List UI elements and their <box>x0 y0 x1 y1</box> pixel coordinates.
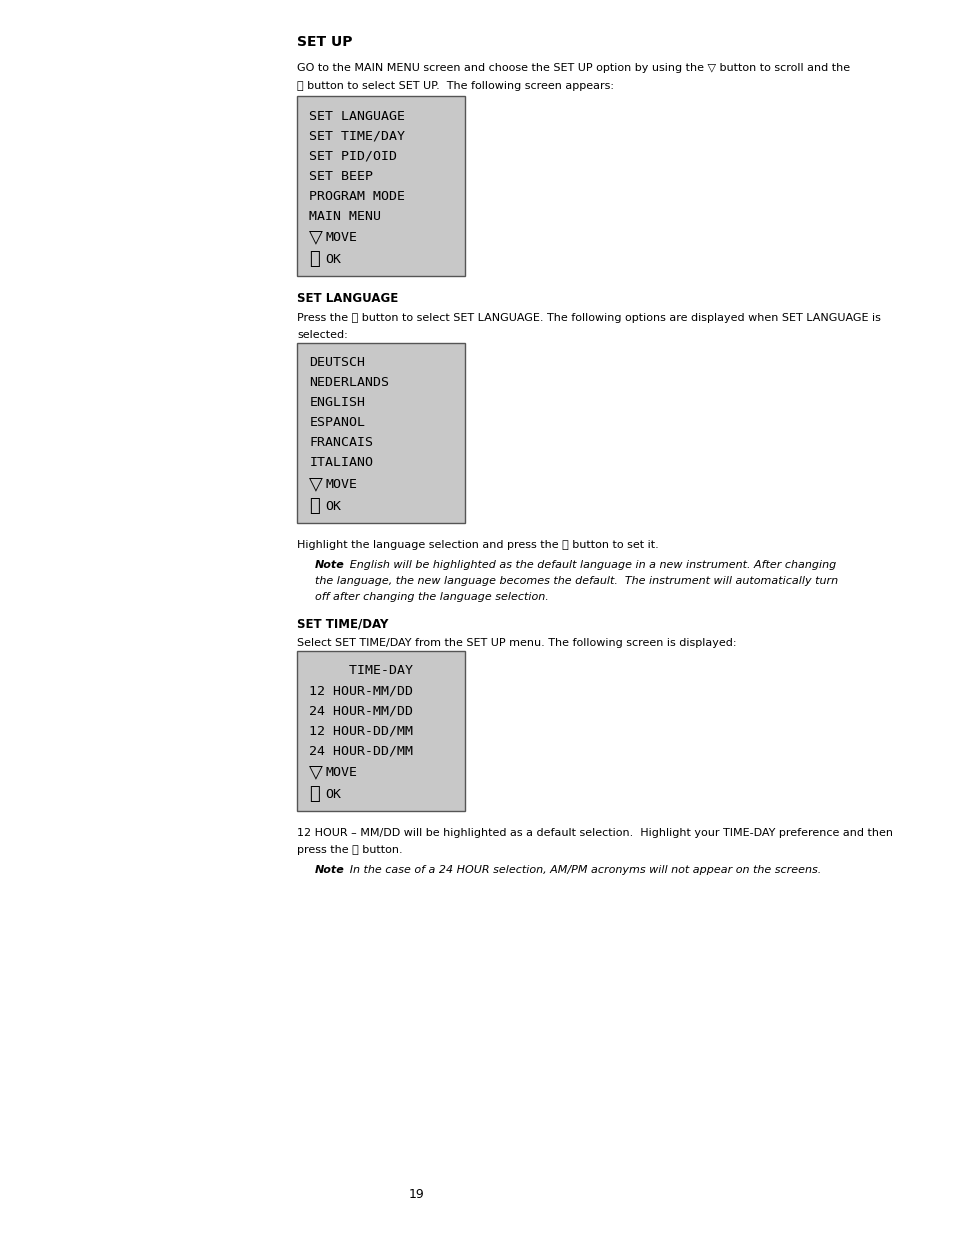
Text: off after changing the language selection.: off after changing the language selectio… <box>314 592 548 601</box>
Text: Note: Note <box>314 864 344 876</box>
Text: ITALIANO: ITALIANO <box>309 457 373 469</box>
Text: MAIN MENU: MAIN MENU <box>309 210 381 222</box>
Text: 19: 19 <box>409 1188 424 1202</box>
Text: 12 HOUR – MM/DD will be highlighted as a default selection.  Highlight your TIME: 12 HOUR – MM/DD will be highlighted as a… <box>297 827 892 839</box>
Text: OK: OK <box>325 253 341 266</box>
Text: DEUTSCH: DEUTSCH <box>309 357 365 369</box>
Text: GO to the MAIN MENU screen and choose the SET UP option by using the ▽ button to: GO to the MAIN MENU screen and choose th… <box>297 63 849 73</box>
Text: OK: OK <box>325 788 341 800</box>
Text: :  English will be highlighted as the default language in a new instrument. Afte: : English will be highlighted as the def… <box>338 559 836 571</box>
Text: selected:: selected: <box>297 330 348 340</box>
Text: ▽: ▽ <box>309 763 323 782</box>
FancyBboxPatch shape <box>297 96 464 275</box>
Text: SET TIME/DAY: SET TIME/DAY <box>297 618 388 631</box>
Text: 12 HOUR-MM/DD: 12 HOUR-MM/DD <box>309 684 413 698</box>
Text: Ⓘ: Ⓘ <box>309 251 320 268</box>
Text: 12 HOUR-DD/MM: 12 HOUR-DD/MM <box>309 725 413 737</box>
Text: ENGLISH: ENGLISH <box>309 396 365 410</box>
Text: Ⓘ: Ⓘ <box>309 498 320 515</box>
Text: Select SET TIME/DAY from the SET UP menu. The following screen is displayed:: Select SET TIME/DAY from the SET UP menu… <box>297 638 736 648</box>
FancyBboxPatch shape <box>297 651 464 811</box>
Text: press the Ⓘ button.: press the Ⓘ button. <box>297 845 402 855</box>
Text: SET BEEP: SET BEEP <box>309 169 373 183</box>
Text: Ⓘ button to select SET UP.  The following screen appears:: Ⓘ button to select SET UP. The following… <box>297 82 614 91</box>
Text: Ⓘ: Ⓘ <box>309 785 320 803</box>
FancyBboxPatch shape <box>297 343 464 522</box>
Text: SET TIME/DAY: SET TIME/DAY <box>309 130 405 142</box>
Text: OK: OK <box>325 500 341 513</box>
Text: PROGRAM MODE: PROGRAM MODE <box>309 189 405 203</box>
Text: :  In the case of a 24 HOUR selection, AM/PM acronyms will not appear on the scr: : In the case of a 24 HOUR selection, AM… <box>338 864 821 876</box>
Text: 24 HOUR-DD/MM: 24 HOUR-DD/MM <box>309 745 413 757</box>
Text: SET PID/OID: SET PID/OID <box>309 149 397 163</box>
Text: TIME-DAY: TIME-DAY <box>309 664 413 678</box>
Text: 24 HOUR-MM/DD: 24 HOUR-MM/DD <box>309 704 413 718</box>
Text: Highlight the language selection and press the Ⓘ button to set it.: Highlight the language selection and pre… <box>297 540 659 550</box>
Text: ▽: ▽ <box>309 228 323 246</box>
Text: ESPANOL: ESPANOL <box>309 416 365 430</box>
Text: SET LANGUAGE: SET LANGUAGE <box>309 110 405 122</box>
Text: NEDERLANDS: NEDERLANDS <box>309 377 389 389</box>
Text: MOVE: MOVE <box>325 231 356 243</box>
Text: ▽: ▽ <box>309 475 323 493</box>
Text: Press the Ⓘ button to select SET LANGUAGE. The following options are displayed w: Press the Ⓘ button to select SET LANGUAG… <box>297 312 881 324</box>
Text: the language, the new language becomes the default.  The instrument will automat: the language, the new language becomes t… <box>314 576 837 585</box>
Text: SET LANGUAGE: SET LANGUAGE <box>297 293 398 305</box>
Text: MOVE: MOVE <box>325 766 356 779</box>
Text: Note: Note <box>314 559 344 571</box>
Text: FRANCAIS: FRANCAIS <box>309 436 373 450</box>
Text: MOVE: MOVE <box>325 478 356 490</box>
Text: SET UP: SET UP <box>297 35 353 49</box>
